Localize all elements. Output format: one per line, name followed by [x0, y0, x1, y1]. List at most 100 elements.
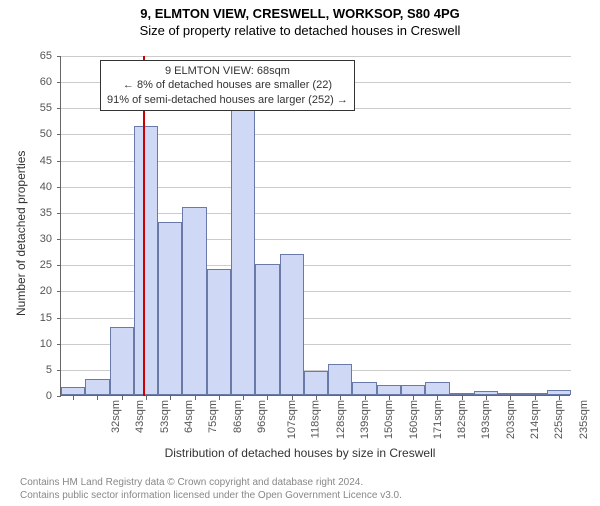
histogram-bar	[110, 327, 134, 395]
histogram-bar	[328, 364, 352, 395]
gridline	[61, 56, 571, 57]
xtick-mark	[195, 396, 196, 400]
xtick-mark	[97, 396, 98, 400]
histogram-bar	[377, 385, 401, 395]
xtick-label: 203sqm	[505, 400, 517, 439]
ytick-mark	[57, 291, 61, 292]
annotation-line2: ← 8% of detached houses are smaller (22)	[107, 78, 348, 92]
footer-attribution: Contains HM Land Registry data © Crown c…	[20, 476, 402, 502]
ytick-mark	[57, 56, 61, 57]
xtick-label: 43sqm	[134, 400, 146, 433]
histogram-bar	[498, 393, 522, 395]
xtick-label: 182sqm	[456, 400, 468, 439]
ytick-label: 65	[22, 50, 52, 62]
xtick-label: 235sqm	[578, 400, 590, 439]
xtick-mark	[462, 396, 463, 400]
xtick-label: 53sqm	[159, 400, 171, 433]
annotation-line1: 9 ELMTON VIEW: 68sqm	[107, 64, 348, 78]
ytick-mark	[57, 344, 61, 345]
histogram-bar	[450, 393, 474, 395]
ytick-mark	[57, 239, 61, 240]
histogram-bar	[401, 385, 425, 395]
histogram-bar	[182, 207, 206, 395]
histogram-bar	[255, 264, 279, 395]
ytick-mark	[57, 318, 61, 319]
xtick-mark	[486, 396, 487, 400]
footer-line2: Contains public sector information licen…	[20, 489, 402, 502]
ytick-label: 55	[22, 102, 52, 114]
annotation-box: 9 ELMTON VIEW: 68sqm ← 8% of detached ho…	[100, 60, 355, 111]
histogram-bar	[522, 393, 546, 395]
xtick-label: 32sqm	[110, 400, 122, 433]
histogram-bar	[158, 222, 182, 395]
xtick-mark	[243, 396, 244, 400]
footer-line1: Contains HM Land Registry data © Crown c…	[20, 476, 402, 489]
xtick-mark	[316, 396, 317, 400]
xtick-label: 64sqm	[183, 400, 195, 433]
xtick-label: 214sqm	[529, 400, 541, 439]
xtick-mark	[365, 396, 366, 400]
ytick-label: 15	[22, 312, 52, 324]
xtick-mark	[292, 396, 293, 400]
histogram-bar	[85, 379, 109, 395]
histogram-bar	[207, 269, 231, 395]
xtick-mark	[267, 396, 268, 400]
xtick-mark	[413, 396, 414, 400]
histogram-bar	[61, 387, 85, 395]
annotation-line3: 91% of semi-detached houses are larger (…	[107, 93, 348, 107]
page-subtitle: Size of property relative to detached ho…	[0, 23, 600, 38]
ytick-mark	[57, 396, 61, 397]
xtick-label: 107sqm	[286, 400, 298, 439]
ytick-label: 30	[22, 233, 52, 245]
ytick-mark	[57, 161, 61, 162]
ytick-mark	[57, 370, 61, 371]
ytick-mark	[57, 187, 61, 188]
xtick-label: 128sqm	[335, 400, 347, 439]
ytick-label: 40	[22, 181, 52, 193]
xtick-label: 75sqm	[207, 400, 219, 433]
histogram-bar	[134, 126, 158, 395]
xtick-label: 86sqm	[232, 400, 244, 433]
histogram-bar	[474, 391, 498, 395]
histogram-bar	[352, 382, 376, 395]
ytick-label: 10	[22, 338, 52, 350]
histogram-bar	[280, 254, 304, 395]
xtick-mark	[389, 396, 390, 400]
ytick-mark	[57, 265, 61, 266]
xtick-mark	[535, 396, 536, 400]
xtick-label: 118sqm	[310, 400, 322, 438]
histogram-chart: 32sqm43sqm53sqm64sqm75sqm86sqm96sqm107sq…	[60, 56, 570, 396]
ytick-label: 60	[22, 76, 52, 88]
xtick-mark	[437, 396, 438, 400]
histogram-bar	[304, 371, 328, 395]
xtick-mark	[510, 396, 511, 400]
histogram-bar	[425, 382, 449, 395]
ytick-mark	[57, 134, 61, 135]
ytick-label: 35	[22, 207, 52, 219]
xtick-mark	[559, 396, 560, 400]
xtick-label: 96sqm	[256, 400, 268, 433]
xtick-label: 160sqm	[408, 400, 420, 439]
ytick-label: 0	[22, 390, 52, 402]
page-title: 9, ELMTON VIEW, CRESWELL, WORKSOP, S80 4…	[0, 6, 600, 21]
histogram-bar	[231, 107, 255, 395]
xtick-label: 139sqm	[359, 400, 371, 439]
x-axis-label: Distribution of detached houses by size …	[0, 446, 600, 460]
xtick-label: 150sqm	[383, 400, 395, 439]
ytick-mark	[57, 213, 61, 214]
xtick-label: 171sqm	[432, 400, 444, 439]
ytick-label: 5	[22, 364, 52, 376]
xtick-mark	[170, 396, 171, 400]
xtick-mark	[146, 396, 147, 400]
ytick-mark	[57, 82, 61, 83]
xtick-label: 193sqm	[481, 400, 493, 439]
ytick-label: 20	[22, 285, 52, 297]
ytick-label: 50	[22, 128, 52, 140]
ytick-label: 25	[22, 259, 52, 271]
xtick-mark	[73, 396, 74, 400]
xtick-mark	[219, 396, 220, 400]
ytick-label: 45	[22, 155, 52, 167]
xtick-mark	[122, 396, 123, 400]
xtick-label: 225sqm	[553, 400, 565, 439]
histogram-bar	[547, 390, 571, 395]
